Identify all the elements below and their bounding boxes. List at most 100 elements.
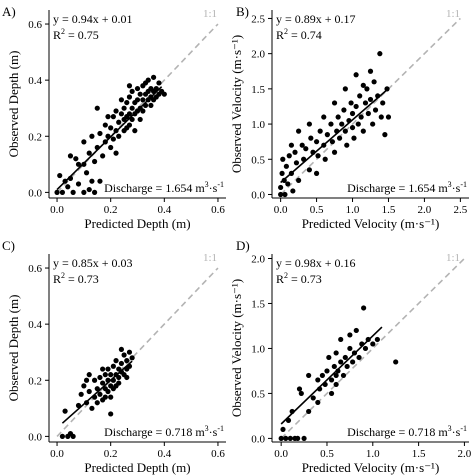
x-tick-label: 1.5 — [412, 448, 426, 460]
scatter-point — [295, 435, 301, 442]
scatter-point — [280, 426, 286, 433]
r-squared-value: = 0.73 — [288, 272, 322, 286]
scatter-point — [336, 135, 343, 141]
discharge-superscript: 3 — [205, 424, 209, 433]
scatter-point — [91, 158, 98, 165]
discharge-superscript: -1 — [217, 180, 224, 189]
x-tick-label: 2.0 — [458, 448, 472, 460]
y-tick-label: 1.5 — [251, 84, 265, 96]
scatter-point — [118, 111, 125, 117]
scatter-point — [349, 110, 356, 117]
scatter-point — [105, 366, 111, 372]
x-tick-label: 0.0 — [274, 204, 288, 216]
scatter-point — [150, 74, 157, 80]
y-tick-label: 1.5 — [251, 298, 265, 310]
scatter-point — [296, 128, 302, 134]
one-to-one-line — [280, 17, 461, 196]
scatter-point — [356, 354, 362, 361]
scatter-point — [341, 107, 347, 113]
scatter-point — [137, 91, 143, 97]
scatter-point — [81, 189, 87, 195]
one-to-one-label: 1:1 — [203, 8, 217, 20]
scatter-point — [116, 133, 122, 139]
scatter-point — [348, 100, 354, 106]
r-squared-superscript: 2 — [61, 271, 65, 280]
scatter-point — [288, 142, 295, 148]
panel-label: A) — [2, 4, 16, 19]
scatter-point — [322, 156, 328, 162]
one-to-one-line — [280, 257, 465, 439]
y-tick-label: 0.6 — [28, 19, 42, 31]
y-tick-label: 1.0 — [251, 119, 265, 131]
one-to-one-line — [56, 23, 219, 193]
scatter-point — [78, 391, 84, 397]
scatter-point — [360, 128, 366, 134]
r-squared: R2 = 0.74 — [276, 27, 322, 42]
x-axis-title: Predicted Depth (m) — [84, 460, 190, 475]
scatter-point — [385, 114, 392, 120]
scatter-point — [140, 97, 146, 103]
x-tick-label: 0.0 — [50, 204, 64, 216]
scatter-point — [278, 191, 284, 198]
x-tick-label: 1.5 — [382, 204, 396, 216]
scatter-point — [97, 178, 103, 184]
scatter-point — [362, 100, 369, 106]
scatter-point — [293, 160, 300, 166]
r-squared-prefix: R — [53, 28, 61, 42]
y-tick-label: 0.4 — [28, 75, 42, 87]
scatter-point — [287, 435, 293, 442]
scatter-point — [344, 363, 350, 370]
discharge-superscript: 3 — [205, 180, 209, 189]
x-tick-label: 0.6 — [211, 448, 225, 460]
scatter-point — [347, 332, 353, 338]
scatter-point — [296, 386, 303, 392]
scatter-point — [100, 366, 106, 372]
r-squared-superscript: 2 — [284, 271, 288, 280]
scatter-point — [333, 350, 339, 356]
scatter-point — [89, 178, 95, 184]
scatter-point — [59, 433, 66, 439]
scatter-point — [118, 360, 125, 367]
r-squared: R2 = 0.73 — [53, 271, 99, 286]
scatter-point — [129, 355, 135, 361]
scatter-point — [298, 390, 304, 397]
scatter-point — [347, 345, 353, 352]
scatter-point — [342, 86, 348, 92]
scatter-point — [333, 381, 339, 388]
scatter-point — [126, 349, 133, 355]
x-tick-label: 0.2 — [104, 204, 118, 216]
discharge-superscript: 3 — [448, 424, 452, 433]
scatter-point — [108, 144, 114, 151]
one-to-one-label: 1:1 — [446, 8, 460, 20]
scatter-point — [282, 191, 288, 198]
scatter-point — [116, 374, 122, 381]
scatter-point — [321, 114, 327, 120]
scatter-point — [290, 188, 296, 194]
scatter-point — [102, 394, 108, 400]
scatter-point — [89, 405, 95, 411]
scatter-point — [370, 341, 376, 347]
y-axis-title: Observed Depth (m) — [6, 51, 21, 158]
x-tick-label: 1.0 — [366, 448, 380, 460]
discharge-superscript: -1 — [460, 180, 467, 189]
x-tick-label: 2.5 — [453, 204, 467, 216]
scatter-point — [331, 149, 338, 155]
x-tick-label: 1.0 — [346, 204, 360, 216]
regression-line — [56, 86, 163, 191]
scatter-point — [108, 372, 114, 378]
scatter-point — [306, 121, 312, 127]
discharge-label: Discharge = 0.718 m3·s-1 — [104, 424, 224, 439]
scatter-point — [62, 408, 68, 414]
scatter-point — [350, 359, 356, 365]
x-tick-label: 0.5 — [320, 448, 334, 460]
scatter-point — [353, 72, 359, 78]
scatter-point — [156, 80, 162, 86]
scatter-point — [351, 135, 357, 141]
y-tick-label: 0.2 — [28, 131, 42, 143]
scatter-point — [353, 103, 359, 110]
scatter-point — [355, 121, 361, 127]
scatter-point — [132, 128, 138, 134]
discharge-label: Discharge = 1.654 m3·s-1 — [347, 180, 467, 195]
scatter-point — [315, 399, 321, 406]
